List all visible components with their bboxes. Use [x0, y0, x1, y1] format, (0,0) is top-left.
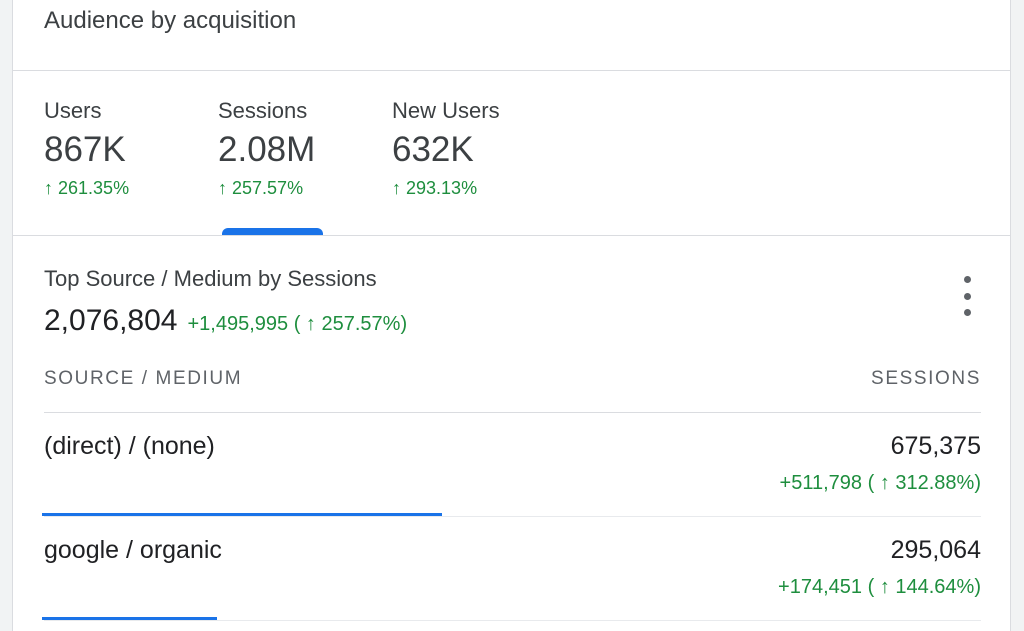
arrow-up-icon: ↑ [392, 178, 401, 198]
section-title: Top Source / Medium by Sessions [44, 266, 377, 291]
dot [963, 276, 971, 283]
metric-label: New Users [392, 98, 500, 123]
open-paren: ( [293, 313, 301, 335]
total-pct: 257.57%) [321, 313, 408, 335]
metric-value: 632K [392, 130, 474, 169]
tab-new-users[interactable]: New Users 632K ↑ 293.13% [392, 98, 562, 199]
metric-delta: ↑ 261.35% [44, 177, 214, 199]
dot [963, 309, 971, 316]
section-total: 2,076,804 +1,495,995 ( ↑ 257.57%) [44, 304, 407, 338]
row-change: +174,451 [778, 576, 863, 598]
metric-label: Sessions [218, 98, 308, 123]
row-sessions: 675,375 [890, 432, 981, 460]
table-row[interactable]: google / organic 295,064 +174,451 ( ↑ 14… [42, 517, 981, 621]
arrow-up-icon: ↑ [879, 472, 890, 494]
arrow-up-icon: ↑ [305, 313, 316, 335]
table-row[interactable]: (direct) / (none) 675,375 +511,798 ( ↑ 3… [42, 413, 981, 517]
tab-sessions[interactable]: Sessions 2.08M ↑ 257.57% [218, 98, 388, 199]
arrow-up-icon: ↑ [879, 576, 890, 598]
total-delta: +1,495,995 ( ↑ 257.57%) [187, 313, 407, 336]
row-sessions: 295,064 [890, 536, 981, 564]
metric-delta: ↑ 257.57% [218, 177, 388, 199]
metric-value: 2.08M [218, 130, 316, 169]
column-header-source[interactable]: SOURCE / MEDIUM [44, 368, 243, 389]
total-sessions: 2,076,804 [44, 304, 178, 337]
metric-delta-value: 257.57% [232, 178, 304, 198]
audience-card: Audience by acquisition Users 867K ↑ 261… [12, 0, 1011, 631]
table-body: (direct) / (none) 675,375 +511,798 ( ↑ 3… [42, 413, 981, 621]
arrow-up-icon: ↑ [44, 178, 53, 198]
metric-delta-value: 293.13% [406, 178, 478, 198]
total-change: +1,495,995 [187, 313, 289, 335]
column-header-sessions[interactable]: SESSIONS [871, 368, 981, 389]
open-paren: ( [867, 576, 875, 598]
row-source: (direct) / (none) [44, 432, 215, 460]
row-source: google / organic [44, 536, 222, 564]
tab-users[interactable]: Users 867K ↑ 261.35% [44, 98, 214, 199]
row-change: +511,798 [779, 472, 863, 494]
metric-delta-value: 261.35% [58, 178, 130, 198]
row-delta: +511,798 ( ↑ 312.88%) [780, 472, 981, 495]
metric-label: Users [44, 98, 102, 123]
selected-tab-indicator [222, 228, 323, 235]
arrow-up-icon: ↑ [218, 178, 227, 198]
metric-delta: ↑ 293.13% [392, 177, 562, 199]
more-vert-icon[interactable] [955, 276, 979, 316]
row-share-bar [42, 513, 442, 516]
row-share-bar [42, 617, 217, 620]
metric-value: 867K [44, 130, 126, 169]
table-header: SOURCE / MEDIUM SESSIONS [44, 368, 981, 413]
dot [963, 292, 971, 300]
open-paren: ( [867, 472, 875, 494]
row-pct: 144.64%) [895, 576, 981, 598]
metric-tabs: Users 867K ↑ 261.35% Sessions 2.08M ↑ 25… [13, 71, 1010, 236]
row-delta: +174,451 ( ↑ 144.64%) [778, 576, 981, 599]
card-header: Audience by acquisition [13, 0, 1010, 71]
card-title: Audience by acquisition [44, 7, 297, 34]
row-pct: 312.88%) [895, 472, 981, 494]
